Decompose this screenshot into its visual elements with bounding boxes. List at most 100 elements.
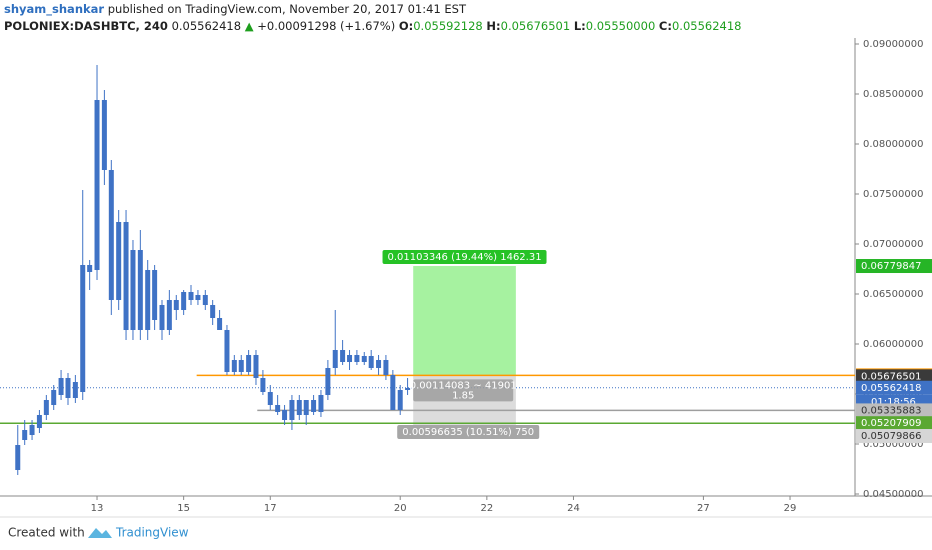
candle-body xyxy=(354,355,360,362)
x-tick-label: 24 xyxy=(567,503,580,514)
candle-body xyxy=(311,400,317,412)
candle-body xyxy=(267,392,273,405)
candle-body xyxy=(303,400,309,415)
candle-body xyxy=(173,300,179,310)
mid-label: 0.00114083 ~ 41901 xyxy=(410,380,517,391)
candle-body xyxy=(383,360,389,375)
created-with: Created with xyxy=(8,526,85,540)
quote-line: POLONIEX:DASHBTC, 240 0.05562418 ▲ +0.00… xyxy=(4,18,741,35)
candle-body xyxy=(22,430,28,440)
candle-body xyxy=(123,222,129,330)
x-tick-label: 22 xyxy=(480,503,493,514)
candle-body xyxy=(130,250,136,330)
candle-body xyxy=(289,400,295,420)
candle-body xyxy=(29,425,35,435)
price-label-box xyxy=(856,380,932,395)
candle-body xyxy=(332,350,338,368)
candle-body xyxy=(340,350,346,362)
price-label: 0.05207909 xyxy=(861,418,921,429)
x-tick-label: 13 xyxy=(91,503,104,514)
candle-body xyxy=(72,382,78,398)
price-label-box xyxy=(856,429,932,444)
price-label-box xyxy=(856,259,932,274)
stop-label-box xyxy=(397,425,540,440)
candle-body xyxy=(152,270,158,320)
change: +0.00091298 (+1.67%) xyxy=(257,19,396,33)
candle-body xyxy=(87,265,93,272)
h-label: H: xyxy=(486,19,501,33)
y-tick-label: 0.07500000 xyxy=(863,189,923,200)
candle-body xyxy=(325,368,331,395)
candle-body xyxy=(376,360,382,368)
candle-body xyxy=(397,390,403,410)
price-label: 0.06779847 xyxy=(861,261,921,272)
candle-body xyxy=(275,405,281,412)
author[interactable]: shyam_shankar xyxy=(4,2,105,16)
candle-body xyxy=(210,305,216,318)
x-tick-label: 29 xyxy=(784,503,797,514)
o-label: O: xyxy=(398,19,414,33)
candle-body xyxy=(58,378,64,395)
candle-body xyxy=(224,330,230,372)
h: 0.05676501 xyxy=(500,19,571,33)
candle-body xyxy=(137,250,143,330)
x-tick-label: 15 xyxy=(177,503,190,514)
symbol: POLONIEX:DASHBTC, 240 xyxy=(4,19,168,33)
candle-body xyxy=(217,318,223,330)
y-tick-label: 0.09000000 xyxy=(863,39,923,50)
candle-body xyxy=(108,170,114,300)
x-tick-label: 27 xyxy=(697,503,710,514)
target-label: 0.01103346 (19.44%) 1462.31 xyxy=(387,252,541,263)
last: 0.05562418 xyxy=(171,19,242,33)
price-label: 0.05676501 xyxy=(861,371,921,382)
candle-body xyxy=(202,295,208,305)
y-tick-label: 0.06500000 xyxy=(863,289,923,300)
arrow: ▲ xyxy=(244,19,254,33)
o: 0.05592128 xyxy=(413,19,483,33)
candle-body xyxy=(231,360,237,372)
candle-body xyxy=(80,265,86,392)
l: 0.05550000 xyxy=(585,19,656,33)
l-label: L: xyxy=(573,19,586,33)
publish-line: shyam_shankar published on TradingView.c… xyxy=(4,1,741,18)
candle-body xyxy=(145,270,151,330)
brand[interactable]: TradingView xyxy=(115,526,189,540)
x-tick-label: 17 xyxy=(264,503,277,514)
candle-body xyxy=(282,410,288,420)
candle-body xyxy=(368,356,374,368)
y-tick-label: 0.08500000 xyxy=(863,89,923,100)
candle-body xyxy=(188,292,194,300)
stop-label: 0.00596635 (10.51%) 750 xyxy=(402,427,534,438)
ratio-label: 1.85 xyxy=(452,390,474,401)
candle-body xyxy=(15,445,21,470)
candle-body xyxy=(36,415,42,428)
candle-body xyxy=(43,400,49,415)
candle-body xyxy=(116,222,122,300)
published: published on TradingView.com, November 2… xyxy=(104,2,467,16)
candle-body xyxy=(195,295,201,300)
c-label: C: xyxy=(658,19,672,33)
candle-body xyxy=(181,292,187,310)
candle-body xyxy=(405,388,411,390)
price-label: 0.05562418 xyxy=(861,383,921,394)
c: 0.05562418 xyxy=(671,19,742,33)
y-tick-label: 0.07000000 xyxy=(863,239,923,250)
y-tick-label: 0.04500000 xyxy=(863,489,923,500)
price-label: 0.05079866 xyxy=(861,431,921,442)
price-label-box xyxy=(856,369,932,384)
candle-body xyxy=(94,100,100,270)
candle-body xyxy=(361,356,367,362)
candle-body xyxy=(390,375,396,410)
mid-label-box xyxy=(413,379,514,402)
target-label-box xyxy=(382,250,547,265)
candle-body xyxy=(166,300,172,330)
candle-body xyxy=(238,360,244,372)
candle-body xyxy=(65,378,71,398)
x-tick-label: 20 xyxy=(394,503,407,514)
logo[interactable] xyxy=(88,528,112,538)
candle-body xyxy=(347,355,353,362)
candle-body xyxy=(260,378,266,392)
candle-body xyxy=(51,390,57,405)
